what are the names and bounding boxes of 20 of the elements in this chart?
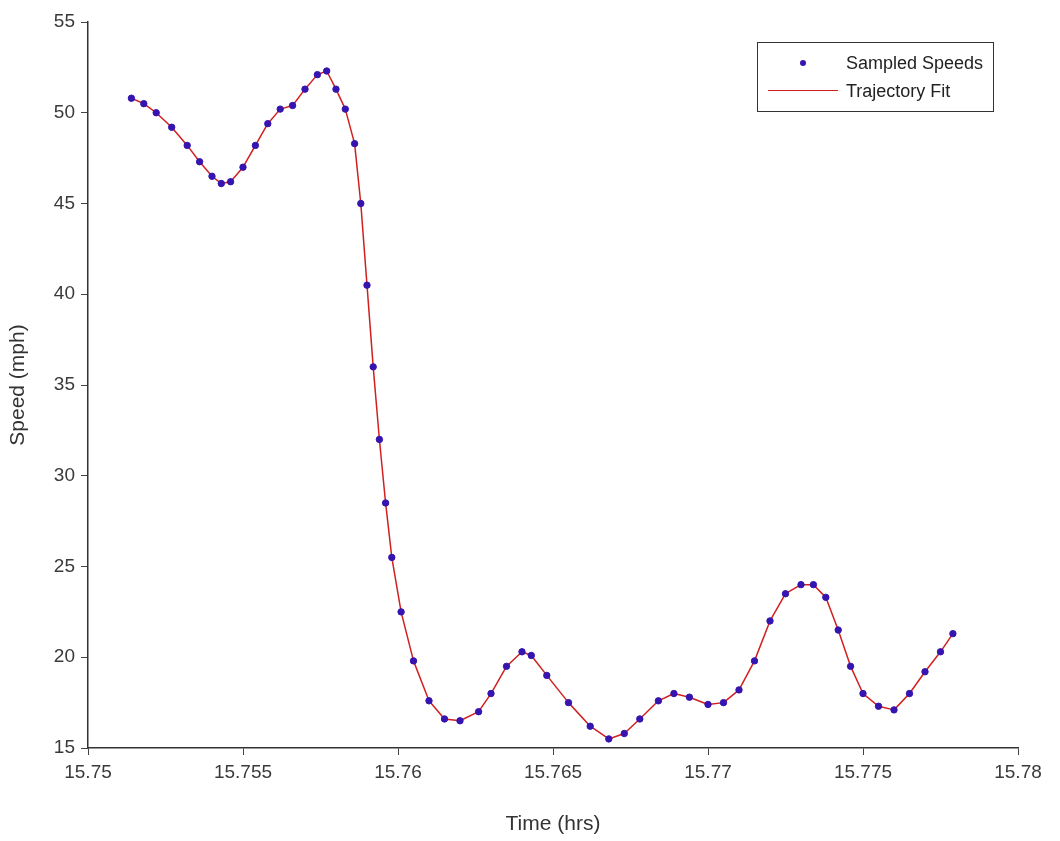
y-tick-label: 55 [53, 10, 75, 32]
x-tick-label: 15.755 [213, 760, 273, 782]
legend-label: Sampled Speeds [845, 52, 983, 74]
x-tick-label: 15.77 [684, 760, 732, 782]
y-tick-label: 15 [53, 736, 75, 758]
y-tick-label: 20 [53, 645, 75, 667]
x-tick-label: 15.78 [994, 760, 1042, 782]
x-axis-title: Time (hrs) [505, 811, 601, 835]
x-tick-label: 15.765 [523, 760, 583, 782]
legend-label: Trajectory Fit [845, 80, 951, 102]
x-tick-label: 15.76 [374, 760, 422, 782]
x-tick-label: 15.775 [833, 760, 893, 782]
y-tick-label: 40 [53, 282, 75, 304]
y-axis-title: Speed (mph) [5, 324, 29, 446]
y-tick-label: 30 [53, 463, 75, 485]
y-tick-label: 50 [53, 100, 75, 122]
y-tick-label: 45 [53, 191, 75, 213]
y-tick-label: 25 [53, 554, 75, 576]
x-tick-label: 15.75 [64, 760, 112, 782]
y-tick-label: 35 [53, 373, 75, 395]
